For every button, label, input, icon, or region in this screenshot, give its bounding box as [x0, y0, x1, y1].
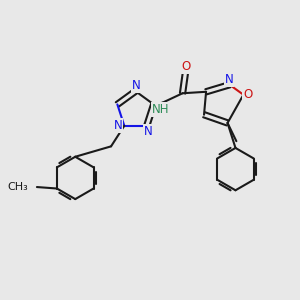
- Text: CH₃: CH₃: [8, 182, 28, 192]
- Text: O: O: [243, 88, 252, 100]
- Text: N: N: [144, 125, 152, 138]
- Text: NH: NH: [152, 103, 170, 116]
- Text: N: N: [113, 119, 122, 132]
- Text: N: N: [225, 73, 233, 86]
- Text: O: O: [181, 60, 190, 73]
- Text: N: N: [132, 79, 140, 92]
